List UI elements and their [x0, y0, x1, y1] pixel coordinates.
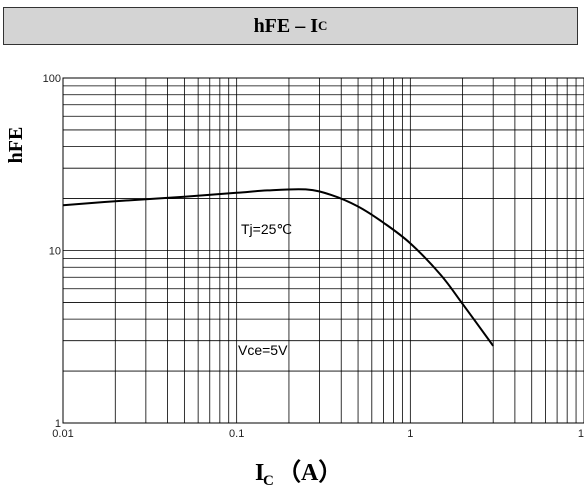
y-axis-label: hFE — [5, 127, 27, 164]
grid-lines — [63, 78, 584, 423]
x-tick-label: 1 — [578, 428, 584, 440]
series-line — [62, 188, 495, 347]
y-tick-label: 1 — [55, 418, 61, 430]
x-axis-label: I C （A） — [255, 459, 342, 489]
annotation-vce: Vce=5V — [238, 342, 288, 358]
plot-frame — [62, 77, 584, 424]
x-axis-label-unit: （A） — [277, 459, 342, 486]
x-tick-label: 0.1 — [229, 428, 244, 440]
x-axis-label-main: I — [255, 460, 264, 486]
x-tick-label: 0.01 — [52, 428, 73, 440]
chart-title-main: hFE – I — [253, 14, 319, 37]
y-tick-label: 10 — [49, 246, 61, 258]
x-tick-label: 1 — [407, 428, 413, 440]
chart-title-subscript: C — [318, 18, 328, 33]
x-axis-label-subscript: C — [263, 473, 274, 489]
annotation-tj: Tj=25℃ — [241, 221, 292, 237]
y-tick-label: 100 — [43, 73, 61, 85]
